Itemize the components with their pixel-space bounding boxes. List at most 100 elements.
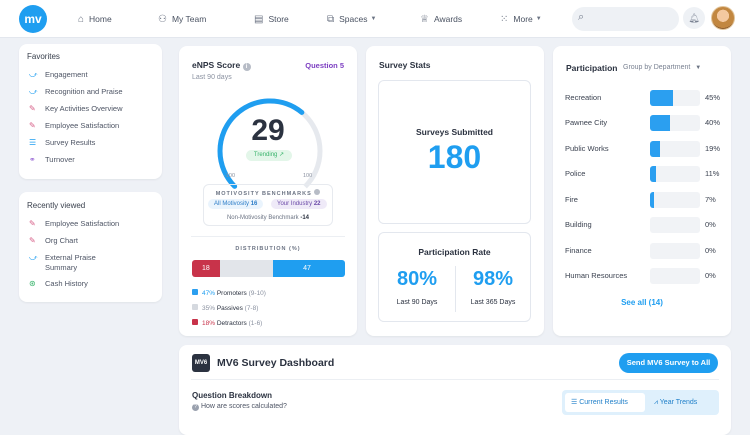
surveys-submitted-value: 180 [427,139,482,175]
bench-all-label: All Motivosity [214,201,250,207]
info-icon[interactable] [314,189,321,195]
dept-name: Recreation [565,93,602,102]
enps-period: Last 90 days [192,74,232,81]
satisfaction-icon: ✎ [29,121,36,130]
bench-industry-label: Your Industry [277,201,313,207]
recent-item[interactable]: ✎ Employee Satisfaction [29,219,119,236]
enps-gauge [217,98,323,204]
info-icon[interactable]: i [242,63,251,71]
rate-90-label: Last 90 Days [396,299,438,306]
bench-non-label: Non-Motivosity Benchmark [226,215,299,221]
favorites-list: ⤻ Engagement ⤻ Recognition and Praise ✎ Key… [29,70,123,172]
dept-name: Finance [565,246,592,255]
participation-row: Police 11% [565,164,719,182]
mv6-dashboard-card: MV6 MV6 Survey Dashboard Send MV6 Survey… [179,345,731,435]
nav-more-label: More [513,14,533,24]
satisfaction-icon: ✎ [29,219,36,228]
dept-pct: 19% [705,144,721,153]
recent-item[interactable]: ⤻ External Praise Summary [29,253,119,279]
participation-row: Building 0% [565,215,716,233]
dept-name: Building [565,220,592,229]
favorite-item[interactable]: ✎ Employee Satisfaction [29,121,123,138]
participation-row: Pawnee City 40% [565,113,720,131]
benchmarks-title-text: MOTIVOSITY BENCHMARKS [215,191,312,197]
legend-detractors: 18% Detractors (1-6) [192,316,266,331]
nav-more[interactable]: ⁙ More ▼ [500,0,542,38]
legend-passives: 35% Passives (7-8) [192,301,266,316]
recent-item-label: Org Chart [45,236,78,245]
recent-item[interactable]: ✎ Org Chart [29,236,119,253]
favorite-item[interactable]: ⤻ Engagement [29,70,123,87]
promoters-swatch [192,289,198,295]
send-survey-button[interactable]: Send MV6 Survey to All [619,353,718,373]
promoters-segment: 47 [273,260,345,277]
search-input[interactable]: ⌕ [572,7,679,31]
survey-stats-title: Survey Stats [379,60,431,70]
mv6-logo: MV6 [192,354,210,372]
favorite-item-label: Engagement [45,70,88,79]
app-logo[interactable]: mv [19,5,47,33]
favorite-item-label: Key Activities Overview [45,104,123,113]
dept-pct: 45% [705,93,721,102]
trend-text: Trending [253,152,278,158]
enps-card: eNPS Score i Question 5 Last 90 days 29 … [179,46,357,336]
dept-bar-fill [650,115,670,131]
legend-range: (7-8) [244,305,259,312]
enps-title-text: eNPS Score [192,60,241,70]
see-all-link[interactable]: See all (14) [621,298,663,307]
avatar[interactable] [711,6,735,30]
favorite-item[interactable]: ⤻ Recognition and Praise [29,87,123,104]
nav-awards[interactable]: ♕ Awards [420,0,462,38]
trend-up-icon: ↗ [279,152,285,158]
notifications-bell-icon[interactable]: 🔔︎ [683,7,705,29]
recent-item-label: External Praise Summary [45,253,96,272]
org-chart-icon: ✎ [29,236,36,245]
dept-name: Fire [565,195,578,204]
nav-store[interactable]: ▤ Store [254,0,289,38]
top-nav-bar: mv ⌂ Home ⚇ My Team ▤ Store ⧉ Spaces ▼ ♕ Award… [0,0,750,38]
favorite-item[interactable]: ⚭ Turnover [29,155,123,172]
detractors-segment: 18 [192,260,220,277]
participation-row: Public Works 19% [565,139,720,157]
distribution-legend: 47% Promoters (9-10) 35% Passives (7-8) … [192,286,266,331]
favorite-item[interactable]: ☰ Survey Results [29,138,123,155]
favorite-item[interactable]: ✎ Key Activities Overview [29,104,123,121]
rate-365-value: 98% [472,268,514,290]
link-icon: ⚭ [29,155,36,164]
recent-item-label: Cash History [45,279,88,288]
recent-item[interactable]: ⊛ Cash History [29,279,119,296]
bench-non-value: -14 [300,215,310,221]
dept-bar-fill [650,166,656,182]
survey-icon: ☰ [29,138,37,147]
store-icon: ▤ [254,13,264,25]
dept-pct: 11% [705,169,720,178]
legend-label: Detractors [216,320,247,327]
dept-bar [650,243,700,259]
dept-bar [650,217,700,233]
favorites-card: Favorites ⤻ Engagement ⤻ Recognition and P… [19,44,162,179]
nav-spaces-label: Spaces [339,14,368,24]
legend-range: (9-10) [248,290,266,297]
dept-bar [650,115,700,131]
nav-spaces[interactable]: ⧉ Spaces ▼ [327,0,376,38]
nav-my-team[interactable]: ⚇ My Team [158,0,206,38]
dept-pct: 40% [705,118,721,127]
trend-badge: Trending ↗ [246,150,292,161]
score-help-link[interactable]: ? How are scores calculated? [192,403,287,411]
tab-year-trends[interactable]: ⩘ Year Trends [650,393,716,412]
participation-row: Fire 7% [565,190,716,208]
home-icon: ⌂ [78,13,85,25]
dept-pct: 0% [705,220,716,229]
gauge-fill [217,98,323,204]
nav-home-label: Home [89,14,112,24]
survey-stats-card: Survey Stats Surveys Submitted 180 Parti… [366,46,544,336]
dept-name: Human Resources [565,271,628,280]
dept-bar-fill [650,90,673,106]
group-by-dropdown[interactable]: Group by Department ▼ [623,64,701,71]
grid-icon: ⁙ [500,13,509,25]
gauge-max: 100 [303,173,313,179]
nav-home[interactable]: ⌂ Home [78,0,112,38]
nav-store-label: Store [268,14,289,24]
question-link[interactable]: Question 5 [305,61,344,70]
tab-current-results[interactable]: ☰ Current Results [565,393,645,412]
